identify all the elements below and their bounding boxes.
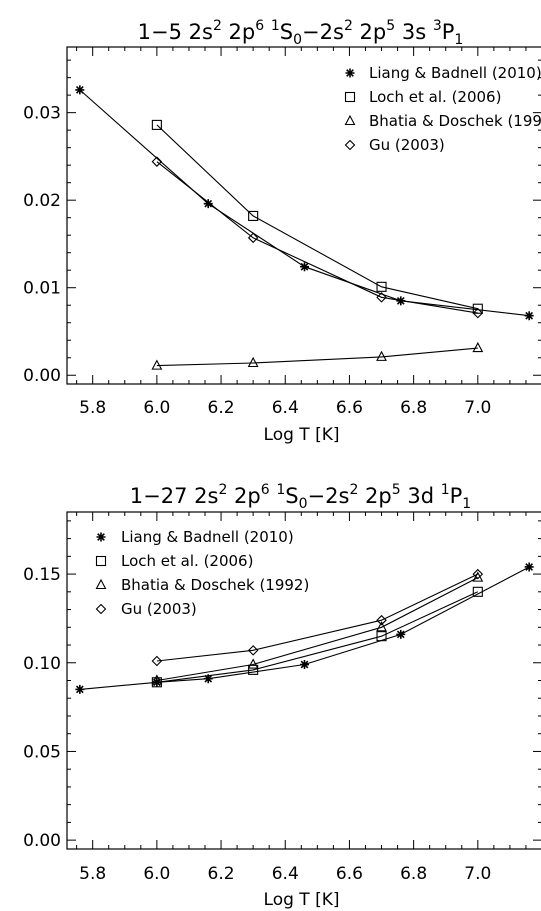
data-point [151, 119, 162, 130]
x-axis-label: Log T [K] [264, 890, 340, 910]
data-point [376, 281, 387, 292]
legend-label: Loch et al. (2006) [369, 88, 501, 106]
legend-label: Gu (2003) [121, 600, 197, 618]
y-tick-label: 0.00 [23, 831, 61, 851]
data-point [151, 359, 163, 370]
y-tick-label: 0.05 [23, 742, 61, 762]
plot-frame [66, 46, 541, 385]
series-line [156, 124, 478, 310]
y-tick-label: 0.02 [23, 191, 61, 211]
data-point [472, 341, 484, 353]
series-line [79, 566, 530, 690]
legend-label: Gu (2003) [369, 136, 445, 154]
data-point [300, 660, 309, 670]
chart-title: 1−27 2s2 2p6 1S0−2s2 2p5 3d 1P1 [130, 482, 471, 512]
data-point [247, 232, 259, 244]
series-line [156, 347, 478, 367]
data-point [300, 262, 309, 272]
data-point [151, 674, 163, 685]
data-point [376, 292, 387, 303]
data-point [472, 307, 484, 319]
chart-bottom: 1−27 2s2 2p6 1S0−2s2 2p5 3d 1P1 5.8 6.0 6.2… [23, 482, 541, 910]
x-tick-label: 7.0 [464, 864, 491, 884]
data-point [524, 562, 534, 572]
data-point [151, 156, 163, 167]
series-line [156, 573, 479, 662]
x-tick-label: 6.8 [400, 864, 427, 884]
legend-label: Loch et al. (2006) [121, 552, 253, 570]
series-line [156, 591, 479, 683]
data-point [152, 677, 162, 687]
x-tick-label: 5.8 [79, 398, 106, 418]
data-point [472, 303, 483, 314]
legend-marker [96, 532, 106, 542]
data-point [247, 658, 259, 669]
data-point [376, 350, 387, 361]
x-tick-label: 6.2 [208, 864, 235, 884]
legend-label: Bhatia & Doschek (1992) [369, 112, 541, 130]
series-line [156, 161, 478, 314]
legend-marker [344, 114, 356, 126]
x-tick-label: 5.8 [79, 864, 106, 884]
data-point [75, 684, 85, 694]
x-tick-label: 6.2 [208, 398, 235, 418]
legend-marker [344, 139, 356, 151]
data-point [203, 199, 213, 209]
x-tick-label: 6.6 [336, 398, 363, 418]
data-point [376, 614, 387, 626]
data-point [248, 210, 259, 221]
data-point [248, 664, 259, 675]
y-tick-label: 0.10 [23, 654, 61, 674]
legend-marker [345, 68, 355, 78]
x-tick-label: 6.8 [400, 398, 427, 418]
y-tick-label: 0.15 [23, 565, 61, 585]
legend-label: Liang & Badnell (2010) [121, 528, 294, 546]
x-tick-label: 6.6 [336, 864, 363, 884]
data-point [472, 571, 484, 582]
legend-marker [95, 555, 107, 567]
y-tick-label: 0.00 [23, 366, 61, 386]
x-tick-label: 6.4 [272, 864, 299, 884]
data-point [247, 645, 259, 656]
data-point [151, 677, 162, 688]
x-tick-label: 7.0 [464, 398, 491, 418]
series-line [156, 577, 479, 682]
x-tick-label: 6.0 [143, 398, 170, 418]
chart-title: 1−5 2s2 2p6 1S0−2s2 2p5 3s 3P1 [138, 18, 464, 48]
data-point [472, 568, 484, 580]
x-tick-label: 6.4 [272, 398, 299, 418]
x-tick-label: 6.0 [143, 864, 170, 884]
data-point [472, 586, 483, 597]
y-tick-label: 0.01 [23, 279, 61, 299]
data-point [376, 621, 387, 632]
y-tick-label: 0.03 [23, 104, 61, 124]
data-point [396, 629, 406, 639]
legend-label: Liang & Badnell (2010) [369, 64, 541, 82]
data-point [151, 655, 163, 667]
legend-marker [344, 91, 356, 103]
data-point [75, 85, 85, 95]
data-point [524, 311, 534, 321]
data-point [247, 356, 259, 368]
x-axis-label: Log T [K] [264, 425, 340, 445]
data-point [376, 631, 387, 642]
legend-marker [95, 603, 107, 615]
data-point [203, 674, 213, 684]
legend-label: Bhatia & Doschek (1992) [121, 576, 309, 594]
chart-top: 1−5 2s2 2p6 1S0−2s2 2p5 3s 3P1 5.8 6.0 6.2 6… [23, 18, 541, 445]
legend-marker [95, 578, 107, 590]
